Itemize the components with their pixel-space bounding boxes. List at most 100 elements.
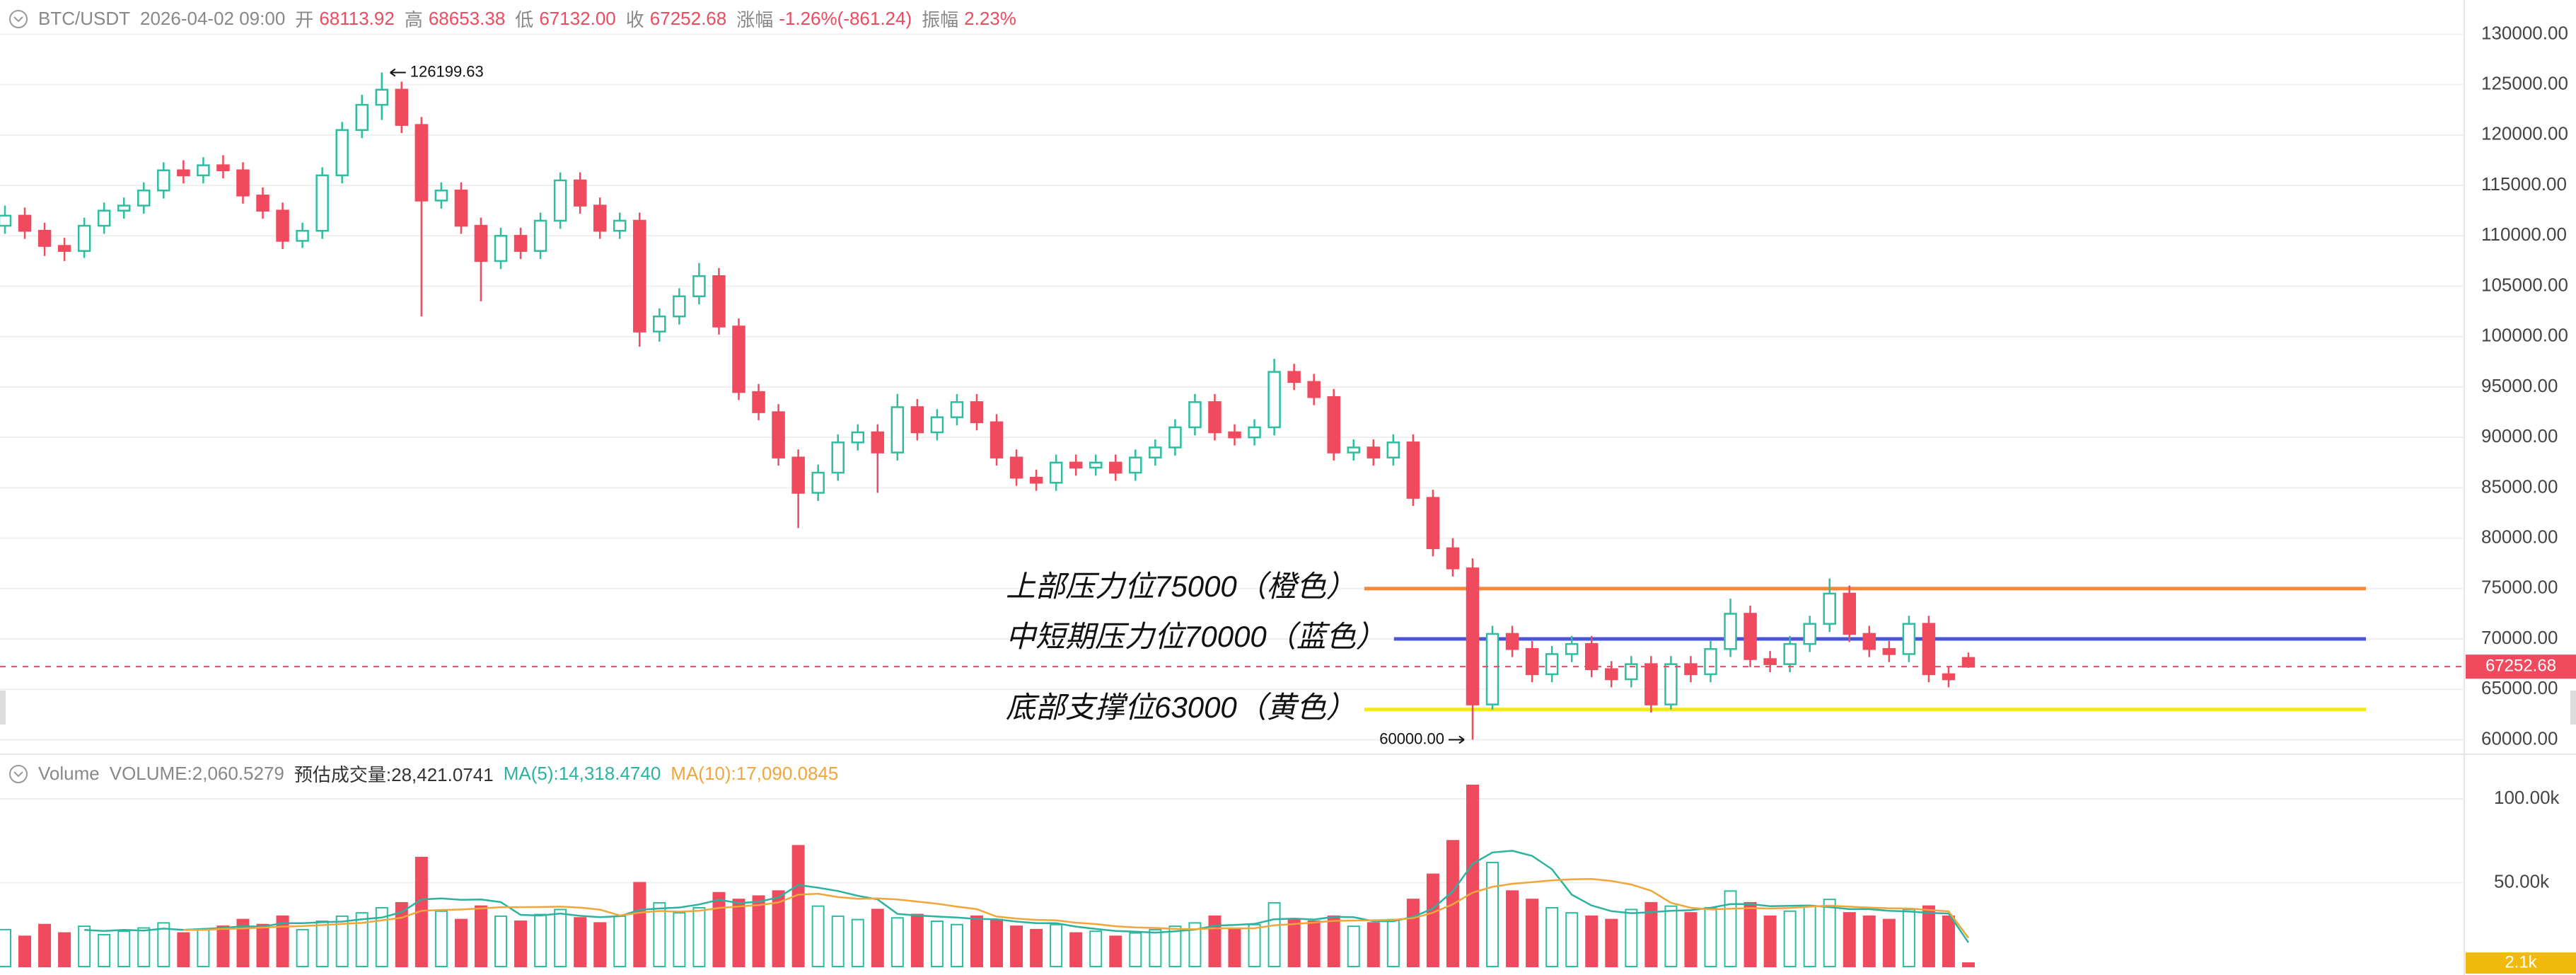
candle-body — [1406, 442, 1420, 499]
volume-bar — [197, 928, 210, 967]
candle-body — [414, 124, 429, 202]
candle-body — [434, 189, 448, 202]
y-tick-label: 80000.00 — [2481, 526, 2558, 547]
candle-body — [375, 88, 389, 106]
candle-body — [930, 416, 944, 434]
candle-body — [1922, 623, 1936, 676]
volume-bar — [1129, 932, 1142, 968]
candle-body — [137, 189, 151, 207]
candle-body — [57, 245, 71, 252]
volume-bar — [871, 908, 884, 967]
candle-body — [1605, 668, 1618, 681]
volume-indicator: VOLUME:2,060.5279 — [109, 763, 284, 784]
header-label: 低 — [515, 9, 534, 30]
candle-body — [673, 295, 686, 318]
volume-bar — [970, 915, 983, 968]
volume-bar — [1426, 873, 1439, 968]
volume-bar — [851, 918, 864, 968]
candle-body — [315, 174, 329, 232]
low-marker: 60000.00 — [1379, 729, 1444, 747]
candle-body — [1862, 633, 1876, 650]
collapse-icon[interactable] — [8, 764, 28, 784]
level-label: 底部支撑位63000（黄色） — [1006, 691, 1356, 724]
candle-body — [1961, 657, 1975, 668]
volume-bar — [177, 932, 190, 968]
volume-bar — [950, 923, 963, 967]
candle-body — [395, 88, 409, 126]
candle-body — [1149, 446, 1162, 458]
volume-bar — [1050, 923, 1063, 967]
volume-bar — [78, 925, 91, 967]
volume-bar — [1545, 907, 1559, 967]
candle-body — [1565, 642, 1579, 655]
volume-current-box — [2466, 952, 2576, 974]
volume-bar — [1803, 905, 1816, 967]
candle-body — [1129, 456, 1142, 474]
scroll-tab[interactable] — [2570, 691, 2576, 725]
y-tick-label: 100.00k — [2494, 787, 2560, 808]
volume-bar — [752, 895, 765, 968]
candle-body — [117, 204, 131, 212]
candle-body — [276, 209, 289, 242]
candle-body — [177, 169, 190, 177]
volume-bar — [1922, 905, 1935, 967]
candle-body — [752, 391, 765, 413]
candle-body — [1783, 642, 1797, 665]
volume-bar — [791, 845, 805, 968]
header-value: 67252.68 — [649, 8, 727, 29]
volume-bar — [18, 935, 32, 968]
candle-body — [950, 401, 964, 418]
volume-bar — [236, 918, 250, 968]
candle-body — [1188, 401, 1202, 429]
volume-bar — [1625, 908, 1638, 967]
candle-body — [1724, 613, 1737, 650]
y-tick-label: 120000.00 — [2481, 123, 2568, 144]
volume-bar — [216, 925, 230, 967]
volume-bar — [38, 923, 52, 967]
candle-body — [1347, 446, 1360, 454]
volume-bar — [930, 921, 944, 967]
candle-body — [1089, 461, 1103, 469]
candle-body — [1009, 456, 1023, 479]
volume-bar — [712, 892, 726, 968]
y-tick-label: 110000.00 — [2481, 224, 2567, 245]
y-tick-label: 90000.00 — [2481, 425, 2558, 446]
volume-bar — [1704, 907, 1717, 967]
candle-body — [613, 219, 627, 232]
volume-bar — [890, 917, 904, 968]
candle-body — [474, 224, 488, 262]
collapse-icon[interactable] — [8, 9, 28, 29]
volume-bar — [1882, 918, 1896, 968]
candle-body — [1545, 653, 1559, 676]
y-tick-label: 115000.00 — [2481, 173, 2567, 195]
candle-body — [256, 195, 269, 212]
candle-body — [633, 219, 646, 333]
volume-bar — [1327, 915, 1340, 968]
candle-body — [77, 224, 91, 252]
y-tick-label: 70000.00 — [2481, 627, 2558, 648]
volume-bar — [0, 928, 11, 967]
header-label: 高 — [404, 9, 423, 30]
volume-bar — [1287, 918, 1301, 968]
candle-body — [772, 411, 785, 458]
candle-body — [653, 316, 666, 333]
candle-body — [454, 189, 468, 227]
candle-body — [1505, 633, 1519, 650]
candle-body — [533, 219, 547, 252]
candle-body — [593, 204, 607, 232]
volume-bar — [1248, 923, 1261, 967]
ma-line — [84, 850, 1970, 943]
header-value: -1.26%(-861.24) — [779, 8, 912, 29]
volume-bar — [335, 915, 349, 968]
volume-bar — [534, 913, 547, 968]
volume-bar — [554, 908, 567, 967]
volume-bar — [1208, 915, 1222, 968]
candle-body — [1248, 426, 1261, 439]
candle-body — [1684, 663, 1698, 676]
scroll-tab[interactable] — [0, 691, 6, 725]
candle-body — [37, 229, 52, 247]
volume-bar — [574, 917, 587, 968]
volume-bar — [1267, 901, 1281, 967]
candle-body — [1843, 592, 1857, 635]
volume-bar — [1942, 915, 1955, 968]
